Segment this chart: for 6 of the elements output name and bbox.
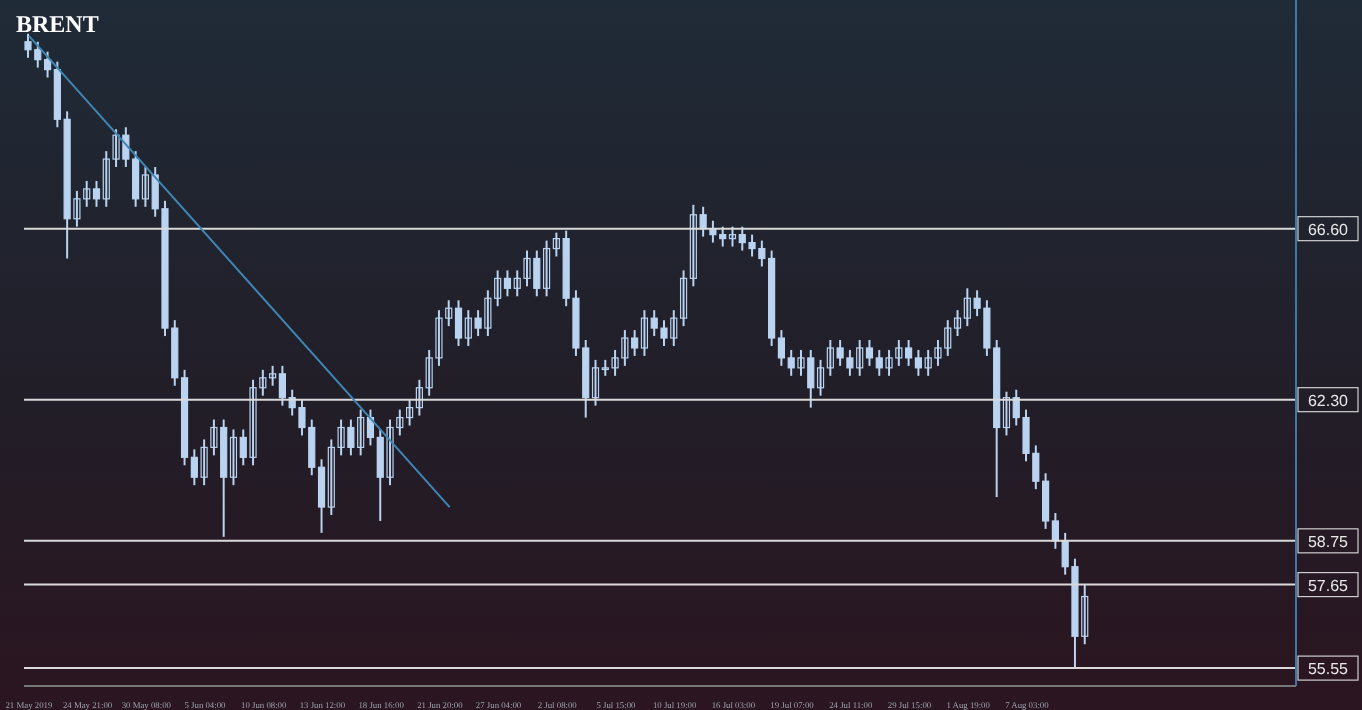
chart-title: BRENT xyxy=(16,10,99,40)
y-tick-label: 66.60 xyxy=(1307,220,1350,239)
y-tick-label: 57.65 xyxy=(1307,576,1350,595)
y-tick-label: 55.55 xyxy=(1307,660,1350,679)
y-tick-label: 62.30 xyxy=(1307,391,1350,410)
y-tick-label: 58.75 xyxy=(1307,532,1350,551)
